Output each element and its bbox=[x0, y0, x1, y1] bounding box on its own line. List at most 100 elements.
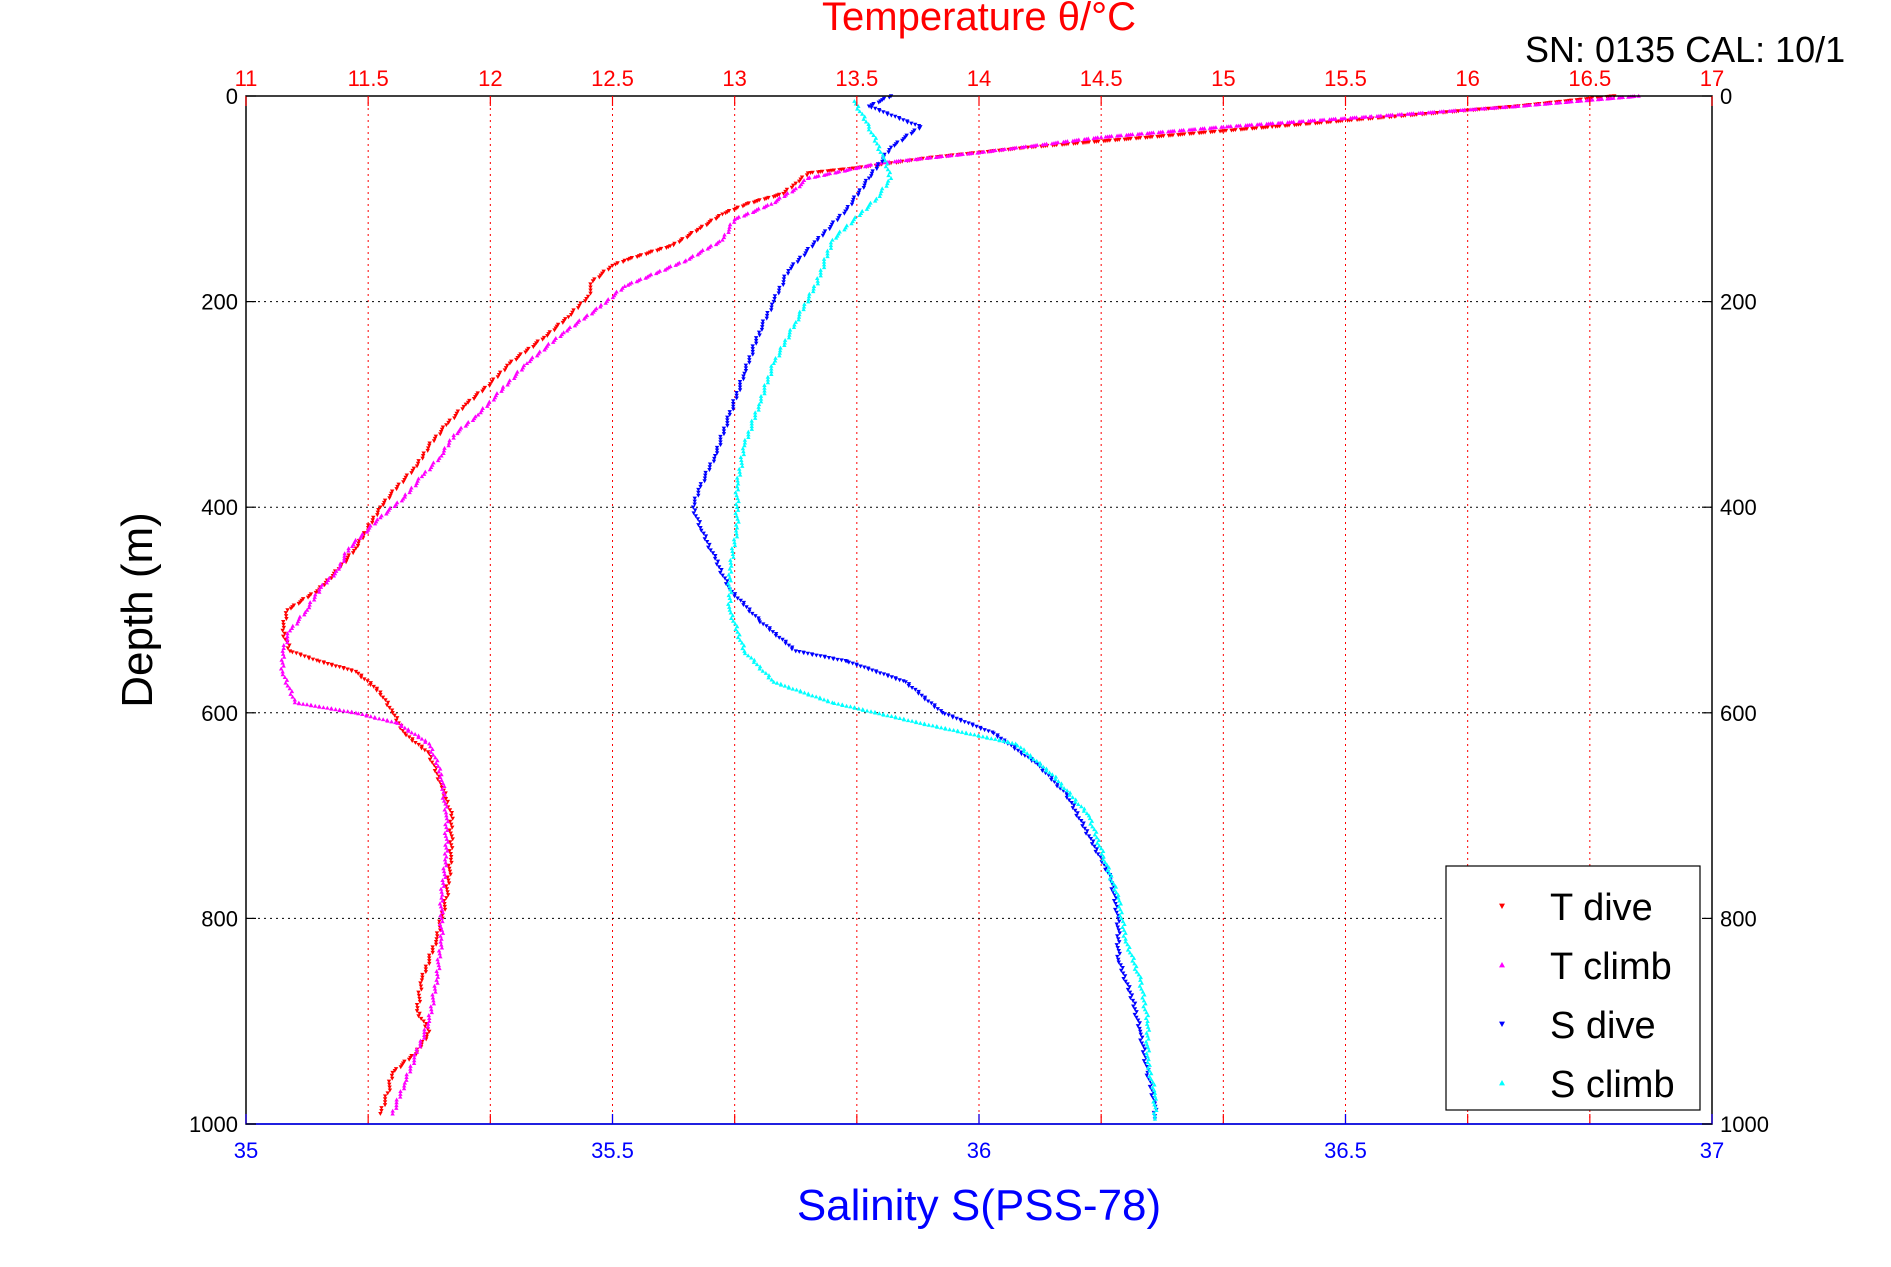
data-point bbox=[1144, 1030, 1149, 1035]
data-point bbox=[416, 742, 421, 747]
data-point bbox=[1595, 97, 1601, 102]
data-point bbox=[1074, 813, 1079, 818]
data-point bbox=[598, 304, 603, 309]
data-point bbox=[1059, 781, 1064, 786]
data-point bbox=[1113, 901, 1118, 906]
data-point bbox=[1152, 1090, 1158, 1095]
data-point bbox=[396, 482, 401, 487]
data-point bbox=[777, 285, 782, 290]
data-point bbox=[924, 155, 929, 160]
data-point bbox=[762, 383, 767, 387]
data-point bbox=[385, 718, 390, 723]
data-point bbox=[886, 150, 891, 155]
data-point bbox=[930, 723, 935, 728]
data-point bbox=[682, 259, 687, 264]
data-point bbox=[991, 731, 996, 736]
data-point bbox=[365, 679, 370, 684]
data-point bbox=[762, 391, 767, 396]
data-point bbox=[1132, 1001, 1138, 1006]
data-point bbox=[416, 735, 421, 740]
data-point bbox=[441, 880, 446, 885]
data-point bbox=[514, 357, 519, 362]
data-point bbox=[420, 454, 426, 458]
data-point bbox=[815, 278, 820, 283]
data-point bbox=[1275, 120, 1281, 125]
data-point bbox=[733, 502, 739, 507]
data-point bbox=[778, 682, 784, 687]
data-point bbox=[1049, 777, 1054, 782]
data-point bbox=[905, 718, 911, 723]
data-point bbox=[727, 566, 732, 571]
data-point bbox=[389, 719, 394, 724]
data-point bbox=[445, 875, 450, 880]
data-point bbox=[1118, 901, 1124, 906]
data-point bbox=[1050, 772, 1055, 777]
data-point bbox=[769, 366, 774, 371]
data-point bbox=[873, 106, 878, 111]
data-point bbox=[726, 227, 732, 232]
data-point bbox=[1243, 123, 1248, 128]
data-point bbox=[297, 614, 303, 619]
data-point bbox=[445, 828, 450, 833]
data-point bbox=[731, 554, 736, 559]
data-point bbox=[460, 407, 465, 412]
data-point bbox=[720, 573, 725, 578]
data-point bbox=[1109, 879, 1115, 884]
data-point bbox=[880, 186, 885, 191]
data-point bbox=[722, 576, 728, 581]
data-point bbox=[773, 200, 778, 205]
data-point bbox=[1018, 745, 1023, 750]
data-point bbox=[402, 1083, 407, 1088]
data-point bbox=[317, 704, 322, 709]
data-point bbox=[950, 715, 955, 720]
data-point bbox=[418, 1041, 423, 1046]
data-point bbox=[1117, 919, 1122, 924]
data-point bbox=[353, 710, 359, 715]
data-point bbox=[909, 685, 915, 690]
data-point bbox=[634, 279, 640, 284]
data-point bbox=[1327, 117, 1332, 122]
data-point bbox=[1152, 1088, 1157, 1093]
data-point bbox=[285, 637, 290, 642]
data-point bbox=[734, 390, 739, 395]
data-point bbox=[413, 483, 419, 488]
data-point bbox=[426, 446, 431, 451]
data-point bbox=[434, 931, 440, 936]
data-point bbox=[588, 285, 593, 290]
data-point bbox=[769, 302, 775, 307]
data-point bbox=[784, 187, 790, 192]
data-point bbox=[729, 563, 734, 568]
data-point bbox=[695, 517, 701, 522]
data-point bbox=[892, 143, 897, 148]
data-point bbox=[932, 705, 937, 710]
data-point bbox=[1034, 758, 1039, 763]
data-point bbox=[1121, 927, 1127, 932]
data-point bbox=[797, 184, 802, 189]
data-point bbox=[427, 741, 432, 746]
data-point bbox=[701, 531, 706, 536]
data-point bbox=[733, 626, 738, 631]
data-point bbox=[764, 316, 769, 321]
data-point bbox=[720, 212, 725, 217]
data-point bbox=[769, 201, 774, 206]
data-point bbox=[437, 922, 443, 927]
data-point bbox=[804, 173, 810, 178]
data-point bbox=[1115, 934, 1120, 939]
data-point bbox=[727, 596, 732, 601]
data-point bbox=[443, 842, 448, 847]
data-point bbox=[801, 304, 807, 309]
data-point bbox=[394, 716, 400, 721]
data-point bbox=[558, 334, 563, 339]
data-point bbox=[718, 570, 723, 575]
data-point bbox=[844, 207, 850, 212]
data-point bbox=[441, 866, 446, 871]
data-point bbox=[346, 553, 351, 558]
data-point bbox=[421, 471, 427, 476]
data-point bbox=[704, 223, 710, 228]
data-point bbox=[998, 147, 1004, 152]
data-point bbox=[431, 1001, 437, 1006]
data-point bbox=[1080, 824, 1085, 829]
data-point bbox=[739, 458, 744, 462]
data-point bbox=[356, 538, 362, 543]
data-point bbox=[1140, 1050, 1146, 1055]
